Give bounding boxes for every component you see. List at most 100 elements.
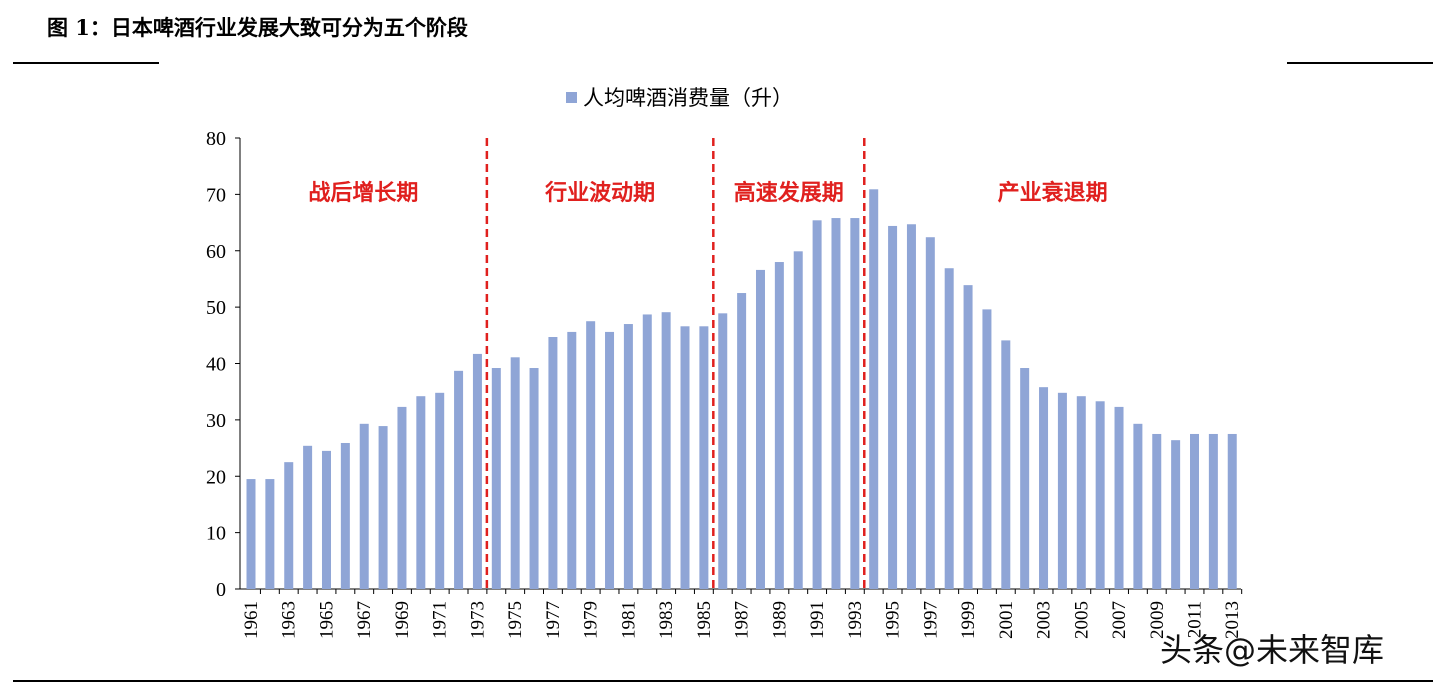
x-tick-label: 1963 <box>279 601 300 639</box>
x-tick-label: 2005 <box>1071 601 1092 639</box>
bar-2001 <box>1001 340 1011 589</box>
x-tick-label: 1975 <box>505 601 526 639</box>
bar-1977 <box>548 337 558 589</box>
bar-1962 <box>265 479 275 589</box>
bar-1967 <box>359 423 369 589</box>
bar-2002 <box>1020 368 1030 589</box>
x-tick-label: 1985 <box>694 601 715 639</box>
bar-2009 <box>1152 433 1162 589</box>
bar-2010 <box>1171 440 1181 589</box>
x-tick-label: 1983 <box>656 601 677 639</box>
legend-swatch <box>566 91 577 103</box>
bar-1974 <box>491 368 501 589</box>
bar-1997 <box>925 237 935 589</box>
bar-1986 <box>718 313 728 589</box>
x-tick-label: 1993 <box>845 601 866 639</box>
watermark: 头条@未来智库 <box>1160 631 1385 669</box>
bar-1973 <box>472 353 482 589</box>
x-tick-label: 1967 <box>354 601 375 639</box>
bar-1989 <box>774 262 784 589</box>
x-tick-label: 1969 <box>392 601 413 639</box>
bar-1964 <box>303 445 313 589</box>
bar-1983 <box>661 312 671 589</box>
bar-1987 <box>737 293 747 589</box>
x-tick-label: 1973 <box>467 601 488 639</box>
bar-1984 <box>680 326 690 589</box>
y-tick-label: 20 <box>206 466 226 488</box>
x-tick-label: 1989 <box>769 601 790 639</box>
phase-label: 高速发展期 <box>734 180 844 206</box>
bar-2012 <box>1208 433 1218 589</box>
x-tick-label: 2013 <box>1222 601 1243 639</box>
x-tick-label: 2007 <box>1109 601 1130 639</box>
bar-1968 <box>378 426 388 589</box>
bar-1981 <box>623 324 633 589</box>
y-tick-label: 80 <box>206 128 226 150</box>
bar-1969 <box>397 406 407 589</box>
x-tick-label: 2009 <box>1147 601 1168 639</box>
bar-1999 <box>963 285 973 589</box>
x-tick-label: 2001 <box>996 601 1017 639</box>
y-tick-label: 30 <box>206 410 226 432</box>
x-tick-label: 1995 <box>883 601 904 639</box>
bar-1992 <box>831 218 841 590</box>
bar-1970 <box>416 396 426 589</box>
legend-label: 人均啤酒消费量（升） <box>583 86 793 110</box>
bar-1966 <box>340 442 350 589</box>
x-tick-label: 1999 <box>958 601 979 639</box>
bar-1963 <box>284 462 294 589</box>
x-tick-label: 1987 <box>732 601 753 639</box>
bar-1979 <box>586 321 596 589</box>
x-tick-label: 1961 <box>241 601 262 639</box>
bar-1998 <box>944 268 954 589</box>
bar-1982 <box>642 314 652 589</box>
bar-1978 <box>567 331 577 589</box>
x-tick-label: 1977 <box>543 601 564 639</box>
bar-1994 <box>869 189 879 589</box>
x-tick-label: 1971 <box>430 601 451 639</box>
y-tick-label: 70 <box>206 184 226 206</box>
phase-label: 战后增长期 <box>308 180 418 206</box>
top-rule-right <box>1287 62 1433 64</box>
bar-1975 <box>510 357 520 589</box>
phase-label: 行业波动期 <box>544 180 655 206</box>
bar-1993 <box>850 218 860 590</box>
bar-2000 <box>982 309 992 589</box>
bottom-rule <box>13 680 1433 682</box>
x-tick-label: 1997 <box>920 601 941 639</box>
bar-1965 <box>321 450 331 589</box>
bar-1985 <box>699 326 709 589</box>
x-tick-label: 1965 <box>316 601 337 639</box>
figure-title: 图 1：日本啤酒行业发展大致可分为五个阶段 <box>47 15 468 40</box>
bar-2011 <box>1190 433 1199 589</box>
bar-1976 <box>529 368 539 589</box>
y-tick-label: 0 <box>216 579 226 601</box>
bar-1990 <box>793 251 803 589</box>
bar-1972 <box>454 370 464 589</box>
bar-1988 <box>755 269 765 589</box>
bar-2003 <box>1039 387 1049 589</box>
bar-2007 <box>1114 406 1124 589</box>
bar-2004 <box>1057 392 1067 589</box>
y-tick-label: 40 <box>206 354 226 376</box>
bar-2006 <box>1095 401 1105 589</box>
y-tick-label: 60 <box>206 241 226 263</box>
x-tick-label: 1991 <box>807 601 828 639</box>
y-tick-label: 50 <box>206 297 226 319</box>
bar-1996 <box>906 224 916 589</box>
bar-1991 <box>812 220 822 589</box>
x-tick-label: 2011 <box>1185 601 1206 638</box>
x-tick-label: 1981 <box>618 601 639 639</box>
bar-1995 <box>888 225 898 589</box>
x-tick-label: 2003 <box>1034 601 1055 639</box>
y-tick-label: 10 <box>206 523 226 545</box>
top-rule-left <box>13 62 159 64</box>
legend: 人均啤酒消费量（升） <box>566 82 793 112</box>
bar-1980 <box>605 331 615 589</box>
bar-1961 <box>246 479 256 589</box>
bar-1971 <box>435 392 445 589</box>
bar-2008 <box>1133 423 1143 589</box>
bar-2005 <box>1076 396 1086 589</box>
x-tick-label: 1979 <box>581 601 602 639</box>
